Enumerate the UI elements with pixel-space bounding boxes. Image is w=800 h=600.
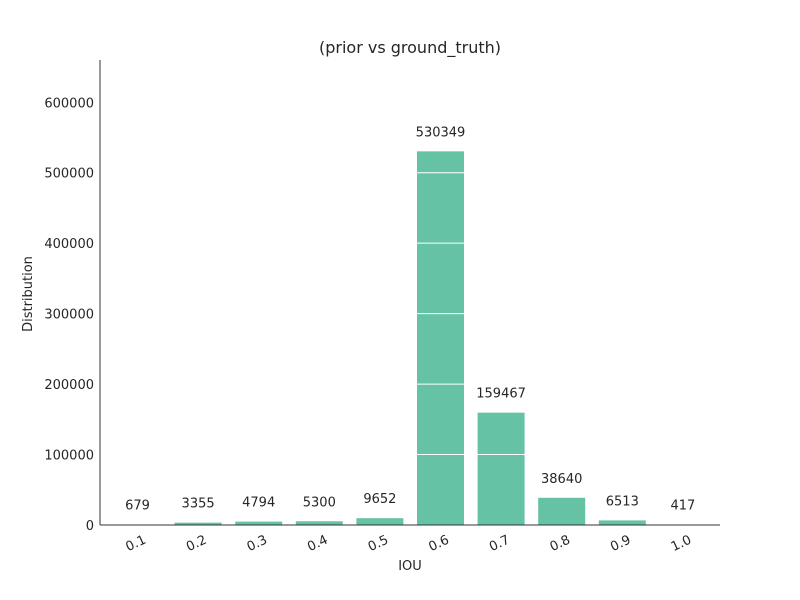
bar-0.3 [235,521,283,525]
y-tick-label: 500000 [44,167,94,182]
x-tick-label: 0.5 [366,533,391,555]
x-tick-label: 0.8 [548,533,573,555]
bar-0.6 [417,151,464,525]
data-label: 3355 [182,497,215,512]
data-label: 5300 [303,495,336,510]
data-label: 6513 [606,494,639,509]
x-tick-label: 0.9 [608,533,633,555]
x-tick-label: 0.3 [245,533,270,555]
data-label: 159467 [476,387,526,402]
data-label: 530349 [416,125,466,140]
bar-0.4 [295,521,343,525]
y-tick-label: 300000 [44,308,94,323]
y-tick-label: 600000 [44,96,94,111]
data-label: 679 [125,499,150,514]
bar-0.8 [538,497,586,525]
axes-layer [99,60,720,526]
x-tick-label: 0.7 [487,533,512,555]
x-tick-label: 0.6 [426,533,451,555]
x-axis-label: IOU [398,559,422,574]
y-axis-label: Distribution [21,256,36,332]
y-tick-label: 400000 [44,237,94,252]
bars-layer [114,151,707,526]
x-tick-label: 0.1 [123,533,148,555]
y-tick-label: 0 [86,519,94,534]
data-label: 4794 [242,496,275,511]
data-labels: 679 3355 4794 5300 9652 530349 159467 38640 6513… [125,125,695,513]
data-label: 38640 [541,472,582,487]
data-label: 9652 [363,492,396,507]
bar-0.7 [477,412,525,525]
x-tick-labels: 0.1 0.2 0.3 0.4 0.5 0.6 0.7 0.8 0.9 1.0 [123,533,693,555]
x-tick-label: 0.4 [305,533,330,555]
chart-title: (prior vs ground_truth) [319,38,501,58]
data-label: 417 [670,499,695,514]
y-tick-labels: 0 100000 200000 300000 400000 500000 600000 [44,96,94,534]
x-tick-label: 1.0 [669,533,694,555]
bar-0.2 [174,522,222,525]
grid-layer [100,101,720,456]
bar-0.9 [598,520,646,525]
y-tick-label: 200000 [44,378,94,393]
y-tick-label: 100000 [44,449,94,464]
x-tick-label: 0.2 [184,533,209,555]
bar-0.5 [356,518,404,525]
